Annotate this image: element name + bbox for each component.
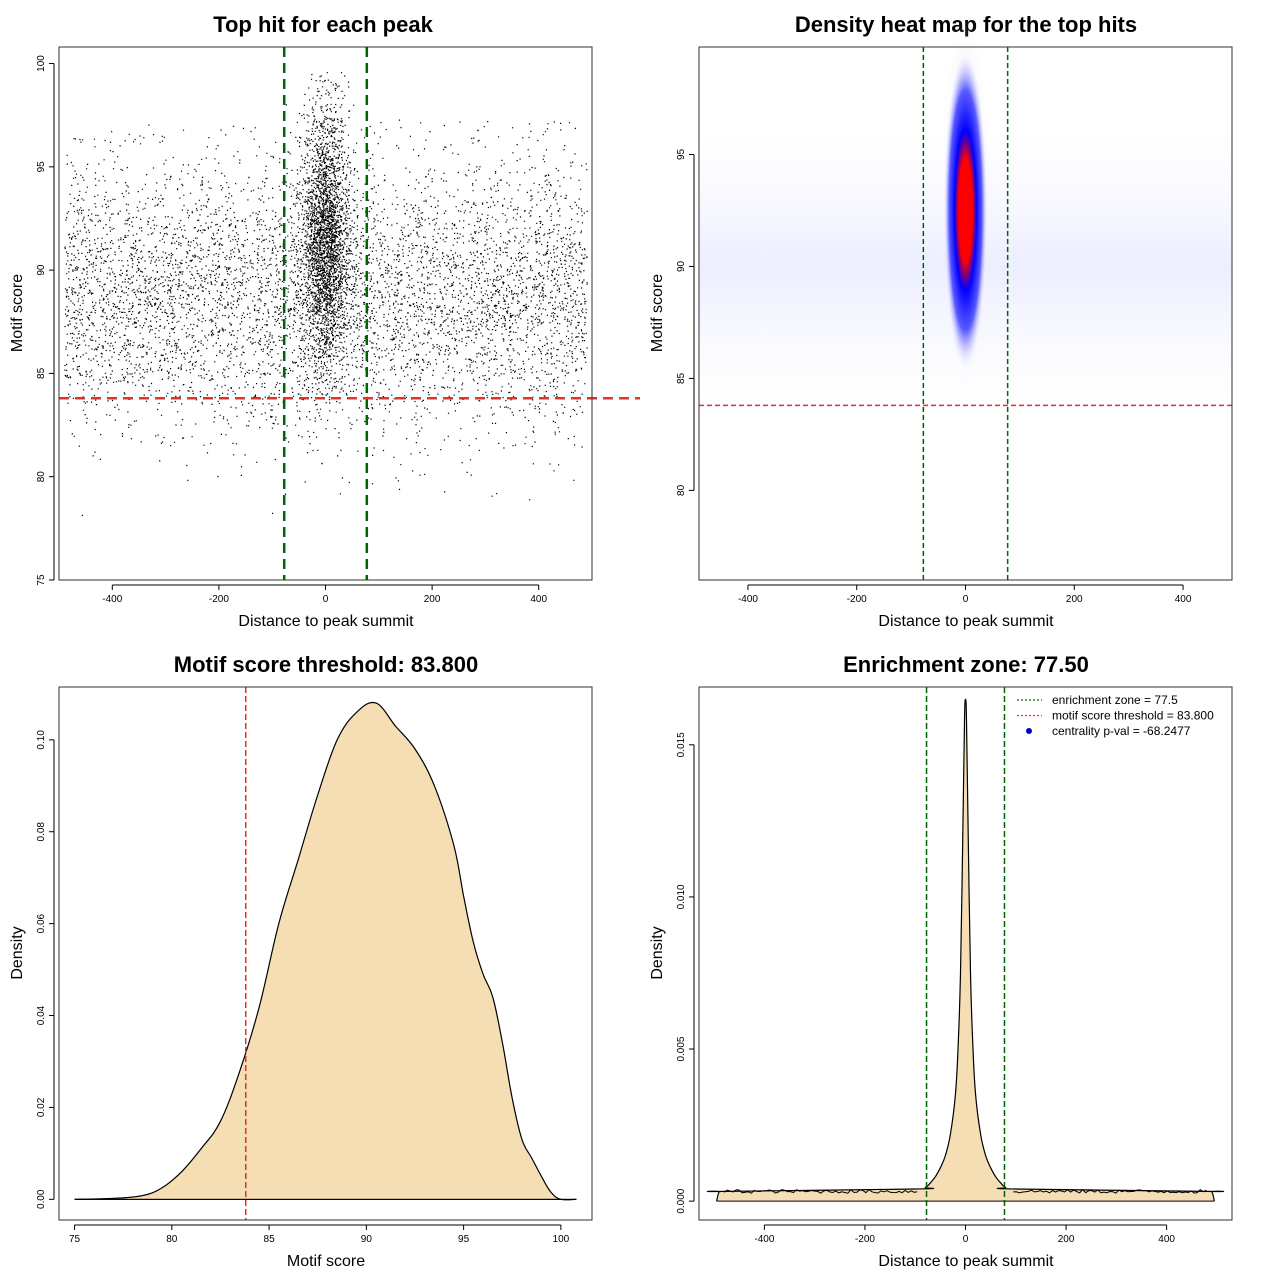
legend-label: centrality p-val = -68.2477: [1052, 724, 1191, 738]
y-tick-label: 0.02: [36, 1097, 47, 1117]
x-tick-label: -200: [855, 1234, 875, 1245]
x-tick-label: 200: [1058, 1234, 1075, 1245]
y-tick-label: 0.00: [36, 1189, 47, 1209]
x-tick-label: 0: [963, 1234, 969, 1245]
x-tick-label: 400: [1158, 1234, 1175, 1245]
plot-frame: [58, 46, 593, 581]
y-tick-label: 0.015: [676, 732, 687, 757]
x-tick-label: 0: [963, 594, 969, 605]
y-tick-label: 0.06: [36, 913, 47, 933]
plot-frame: [698, 686, 1233, 1221]
legend-marker-point: [1026, 728, 1032, 734]
x-tick-label: -200: [209, 594, 229, 605]
y-tick-label: 80: [36, 471, 47, 483]
y-tick-label: 95: [36, 161, 47, 173]
y-axis-label: Density: [9, 926, 26, 979]
x-tick-label: 75: [69, 1234, 81, 1245]
x-tick-label: -400: [102, 594, 122, 605]
x-tick-label: 80: [166, 1234, 178, 1245]
legend: enrichment zone = 77.5 motif score thresh…: [1017, 693, 1214, 738]
y-tick-label: 0.010: [676, 884, 687, 909]
chart-title: Top hit for each peak: [213, 12, 433, 37]
y-tick-label: 0.08: [36, 822, 47, 842]
x-tick-label: 0: [323, 594, 329, 605]
x-tick-label: 100: [553, 1234, 570, 1245]
plot-frame: [58, 686, 593, 1221]
x-axis-label: Motif score: [287, 1253, 365, 1270]
chart-title: Enrichment zone: 77.50: [843, 652, 1089, 677]
y-tick-label: 0.005: [676, 1036, 687, 1061]
x-tick-label: 95: [458, 1234, 470, 1245]
y-axis-label: Motif score: [9, 274, 26, 352]
y-tick-label: 85: [676, 372, 687, 384]
y-tick-label: 75: [36, 574, 47, 586]
x-tick-label: 200: [424, 594, 441, 605]
y-tick-label: 100: [36, 55, 47, 72]
chart-title: Motif score threshold: 83.800: [174, 652, 478, 677]
scatter-points: [64, 72, 588, 516]
y-tick-label: 95: [676, 148, 687, 160]
x-tick-label: -400: [738, 594, 758, 605]
density-tail: [723, 1189, 918, 1194]
x-tick-label: -200: [847, 594, 867, 605]
x-tick-label: 200: [1066, 594, 1083, 605]
y-tick-label: 90: [36, 264, 47, 276]
x-axis-label: Distance to peak summit: [878, 1253, 1054, 1270]
plot-frame: [698, 46, 1233, 581]
y-tick-label: 85: [36, 367, 47, 379]
x-tick-label: 400: [1175, 594, 1192, 605]
density-peak: [943, 50, 988, 371]
y-tick-label: 0.04: [36, 1005, 47, 1025]
density-curve: [74, 701, 577, 1201]
y-tick-label: 0.000: [676, 1188, 687, 1213]
panel-enrichment-zone-density: Enrichment zone: 77.50 -400 -200 0 200 400 0.…: [649, 652, 1233, 1270]
x-axis-label: Distance to peak summit: [238, 613, 414, 630]
panel-motif-score-density: Motif score threshold: 83.800 75 80 85 90 95…: [9, 652, 593, 1270]
density-area: [74, 702, 577, 1200]
x-tick-label: 400: [530, 594, 547, 605]
y-tick-label: 90: [676, 260, 687, 272]
x-axis-label: Distance to peak summit: [878, 613, 1054, 630]
legend-label: enrichment zone = 77.5: [1052, 693, 1178, 707]
density-curve: [706, 698, 1225, 1202]
x-tick-label: 90: [361, 1234, 373, 1245]
panel-top-hits-scatter: Top hit for each peak -400 -200 0 200 400 75 8…: [9, 12, 640, 630]
y-tick-label: 0.10: [36, 730, 47, 750]
density-tail: [1013, 1188, 1207, 1194]
density-area: [707, 699, 1224, 1202]
panel-density-heatmap: Density heat map for the top hits -400-2…: [649, 0, 1233, 630]
y-tick-label: 80: [676, 484, 687, 496]
y-axis-label: Density: [649, 926, 666, 979]
y-axis-label: Motif score: [649, 274, 666, 352]
legend-label: motif score threshold = 83.800: [1052, 709, 1214, 723]
x-tick-label: 85: [264, 1234, 276, 1245]
x-tick-label: -400: [754, 1234, 774, 1245]
